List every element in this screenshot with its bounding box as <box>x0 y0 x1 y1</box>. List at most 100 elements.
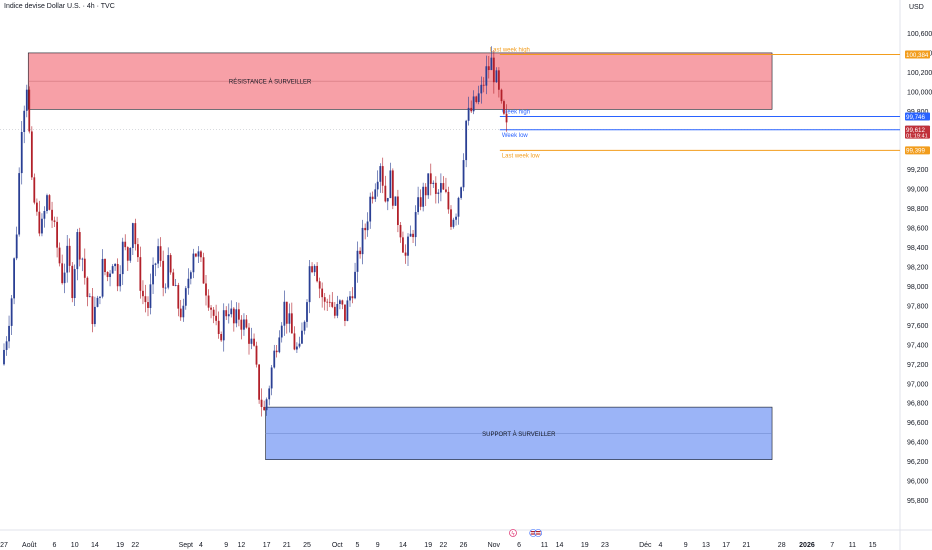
candle <box>131 223 134 248</box>
candle <box>480 84 483 94</box>
candle <box>308 266 311 303</box>
candle <box>210 307 212 310</box>
candle <box>258 364 260 400</box>
candle <box>142 290 144 297</box>
candle <box>505 113 508 123</box>
currency-label: USD <box>909 4 924 11</box>
candle <box>109 273 111 278</box>
y-tick-label: 97,600 <box>907 323 929 330</box>
candle <box>101 258 104 297</box>
candle <box>53 220 56 222</box>
candle <box>465 120 468 161</box>
candle <box>437 192 440 194</box>
zones-layer: RÉSISTANCE À SURVEILLER SUPPORT À SURVEIL… <box>27 52 773 460</box>
candle <box>197 251 200 257</box>
candle <box>402 237 404 253</box>
level-label: Week low <box>502 133 529 139</box>
y-tick-label: 98,200 <box>907 265 929 272</box>
y-tick-label: 98,400 <box>907 245 929 252</box>
candle <box>384 185 387 202</box>
candle <box>38 211 41 234</box>
candle <box>268 388 271 400</box>
candle <box>36 202 38 212</box>
candle <box>195 253 197 257</box>
x-tick-label: 14 <box>556 542 564 549</box>
candle <box>442 183 445 190</box>
candle <box>134 223 137 245</box>
candle <box>15 234 18 259</box>
candle <box>321 288 324 298</box>
candle <box>192 253 195 273</box>
candle <box>94 306 96 325</box>
candle <box>275 350 278 353</box>
candle <box>301 330 303 344</box>
candle <box>30 131 33 178</box>
x-tick-label: 9 <box>224 542 228 549</box>
candle <box>182 305 185 318</box>
candle <box>106 272 109 278</box>
candle <box>326 301 329 303</box>
candle <box>462 160 465 188</box>
x-tick-label: 11 <box>541 542 548 549</box>
last-price-badge <box>905 125 930 139</box>
candle <box>207 295 210 308</box>
candle <box>139 257 142 291</box>
candle <box>104 258 106 273</box>
level-label: Week high <box>502 110 530 116</box>
candle <box>283 301 286 326</box>
chart-title: Indice devise Dollar U.S. · 4h · TVC <box>4 3 115 10</box>
candle <box>129 247 132 261</box>
candle <box>172 272 175 286</box>
y-tick-label: 99,000 <box>907 187 929 194</box>
candle <box>477 93 480 102</box>
candle <box>212 309 215 316</box>
candle <box>152 264 154 285</box>
candle <box>328 301 331 303</box>
y-tick-label: 100,200 <box>907 70 932 77</box>
candle <box>470 107 473 112</box>
candle <box>217 320 220 334</box>
lightning-icon-glyph: ϟ <box>511 532 515 538</box>
candle <box>341 300 344 305</box>
candle <box>424 186 427 196</box>
candle <box>344 304 346 321</box>
candle <box>397 196 399 225</box>
x-tick-label: 9 <box>684 542 688 549</box>
x-tick-label: 17 <box>722 542 730 549</box>
candle <box>46 195 48 211</box>
x-tick-label: 6 <box>517 542 521 549</box>
candle <box>76 232 79 270</box>
candle <box>48 195 51 210</box>
candle <box>157 246 159 264</box>
us-flag-icon <box>534 529 543 537</box>
y-tick-label: 97,800 <box>907 303 929 310</box>
candle <box>137 244 139 258</box>
candle <box>349 296 351 301</box>
candle <box>298 343 301 347</box>
candle <box>318 281 321 289</box>
candle <box>58 247 61 264</box>
candle <box>336 303 339 316</box>
level-badge-value: 99,399 <box>906 148 925 155</box>
candle <box>412 233 414 238</box>
candle <box>482 84 485 86</box>
candle <box>61 263 64 284</box>
candle <box>78 232 81 260</box>
support-label: SUPPORT À SURVEILLER <box>482 431 556 438</box>
candle <box>3 349 5 365</box>
candle <box>51 209 53 221</box>
x-tick-label: 21 <box>283 542 291 549</box>
x-tick-label: Août <box>22 542 36 549</box>
candle <box>280 325 283 338</box>
candle <box>498 70 500 90</box>
last-price-value: 99,612 <box>906 127 925 134</box>
candle <box>250 338 253 344</box>
candle <box>356 250 359 272</box>
level-badge-value: 99,746 <box>906 114 925 121</box>
candle <box>215 315 217 321</box>
candle <box>351 296 354 299</box>
candle <box>25 89 28 111</box>
candle <box>41 218 43 234</box>
x-tick-label: 7 <box>830 542 834 549</box>
